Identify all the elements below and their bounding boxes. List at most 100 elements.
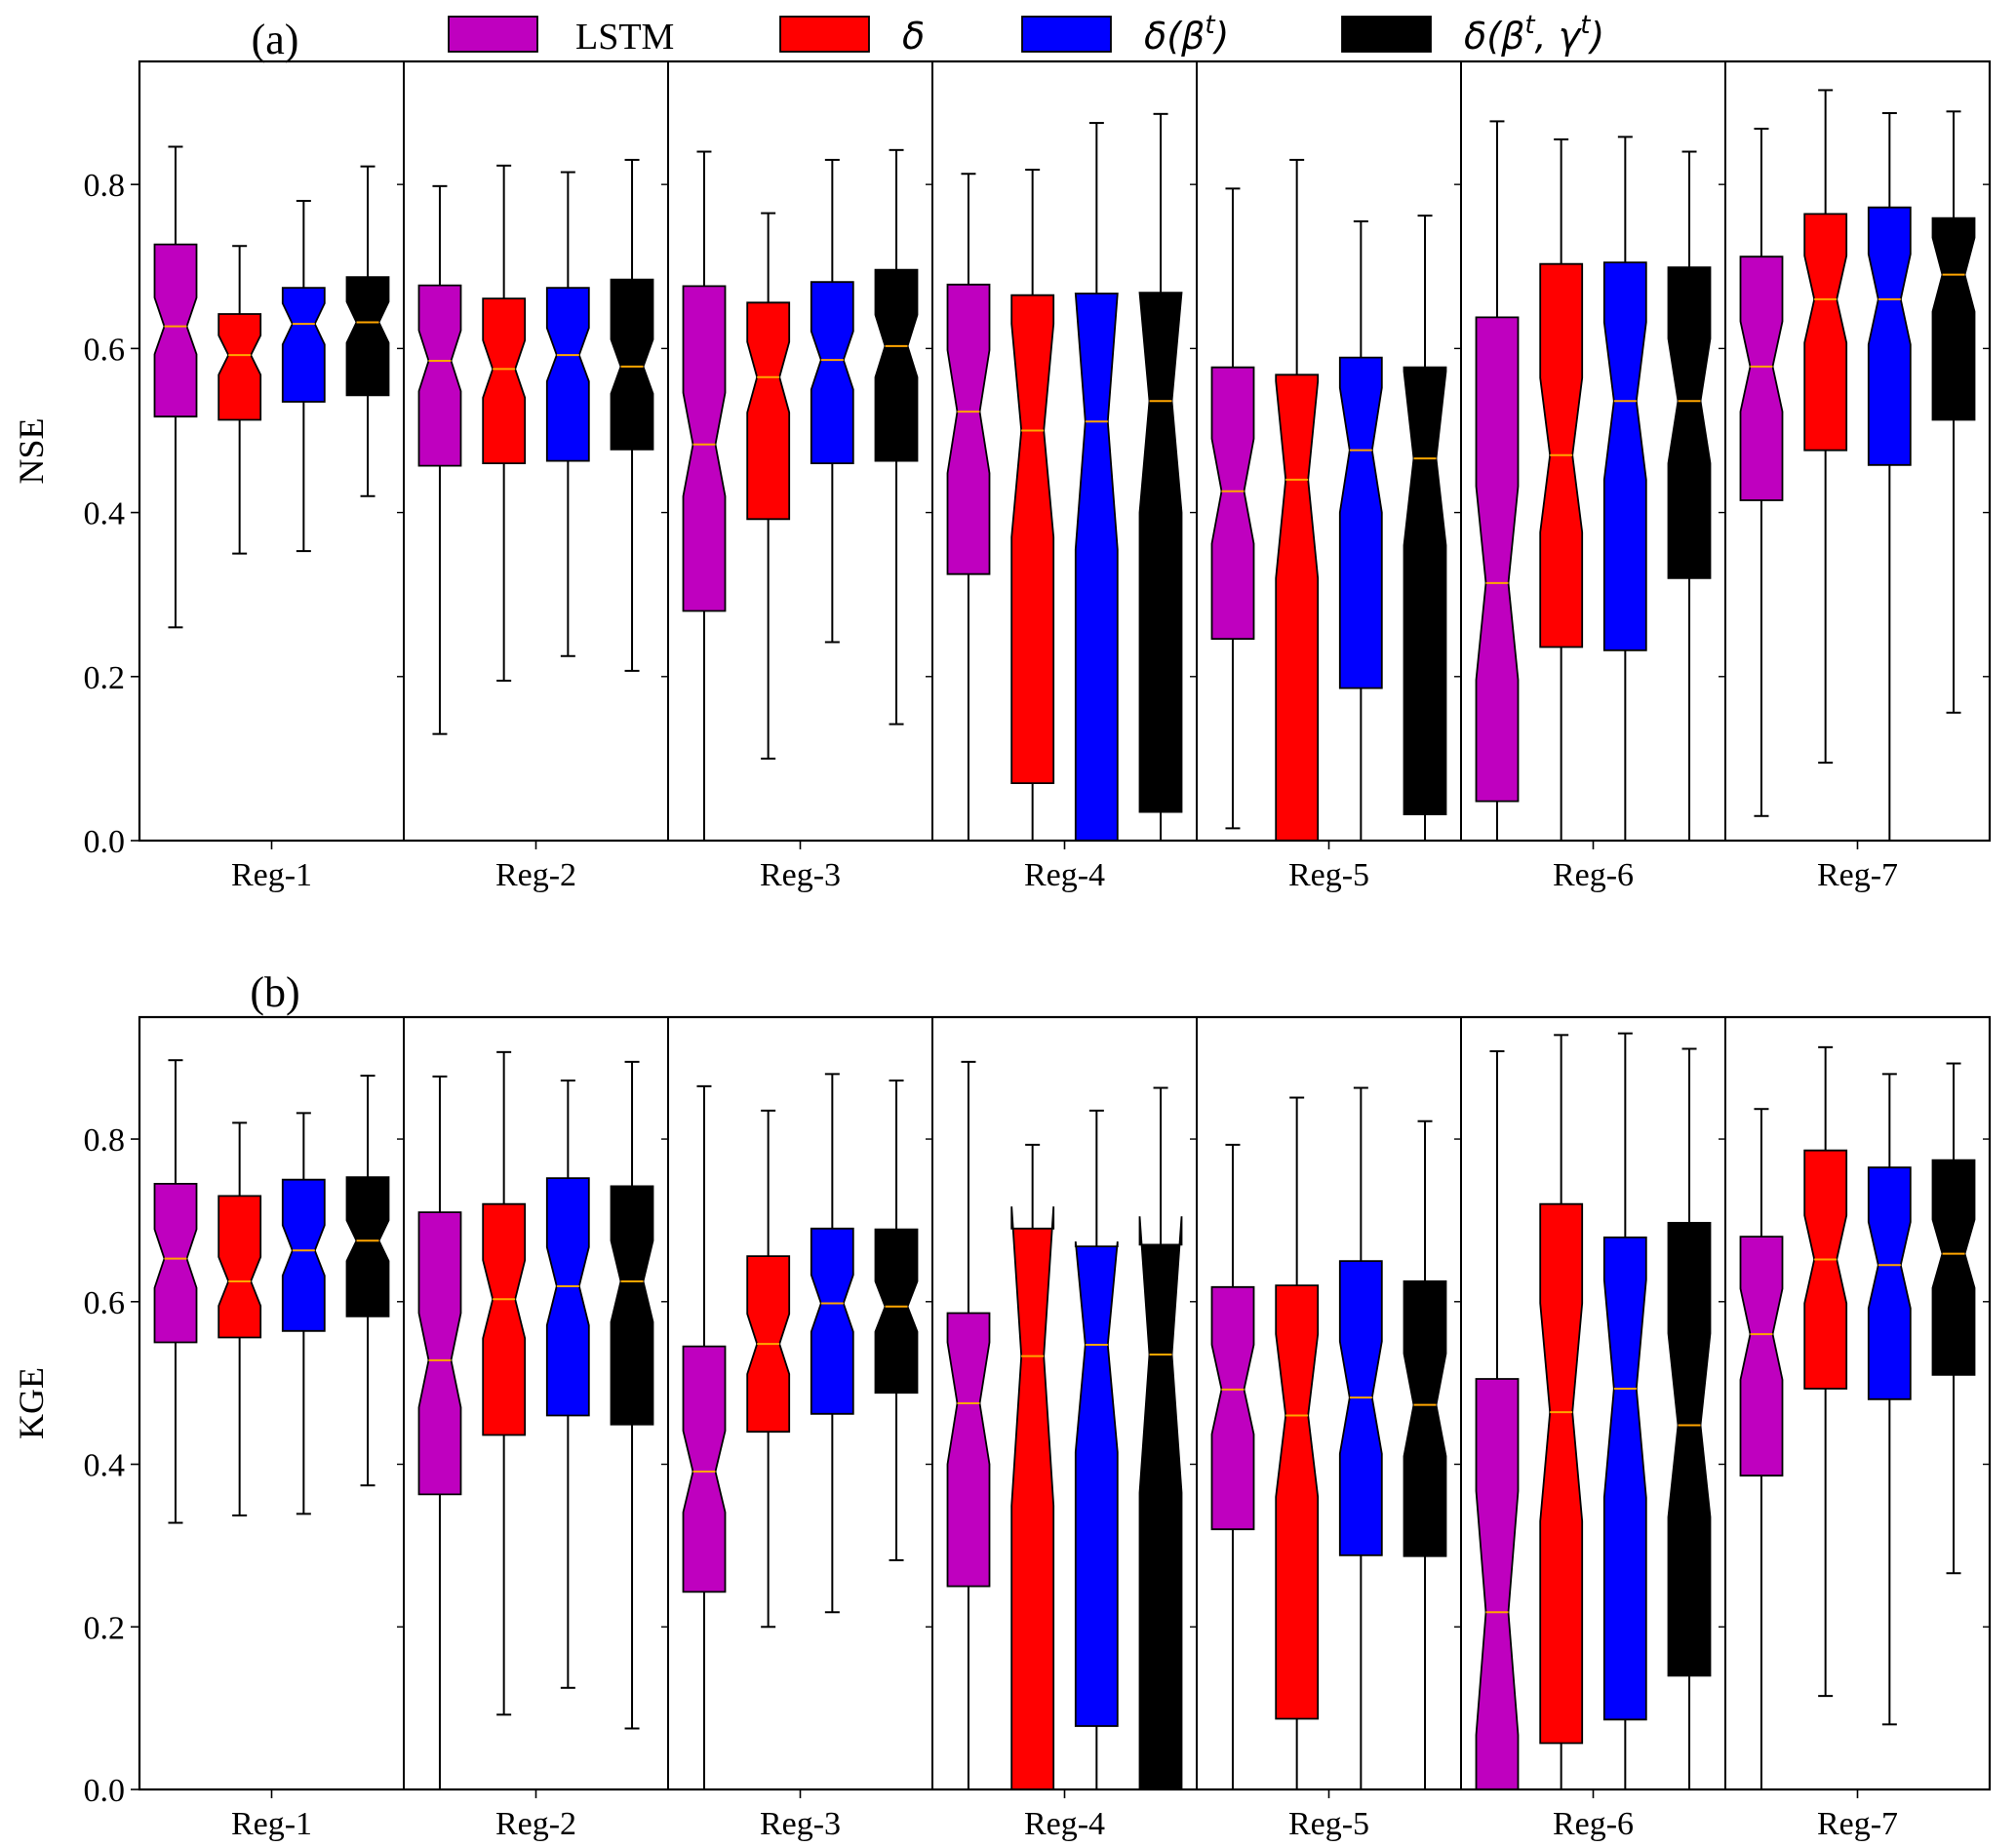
box-3 [1867, 1166, 1912, 1400]
box-2 [1275, 373, 1320, 842]
x-tick-label: Reg-5 [1288, 857, 1369, 893]
x-tick-label: Reg-2 [495, 1806, 576, 1842]
box-1 [1475, 1378, 1520, 1790]
legend-label: δ(βt, γt) [1464, 11, 1604, 58]
legend-label: δ [902, 15, 925, 58]
legend-swatch [1021, 16, 1112, 53]
legend-label-part: , γ [1535, 15, 1583, 58]
box-4 [1138, 1216, 1183, 1790]
panel-b-kge: (b) KGE 0.0 0.2 0.4 0.6 0.8 Reg-1 Reg-2 Reg-3 Reg-… [12, 968, 1992, 1842]
y-tick-label: 0.8 [84, 168, 126, 204]
legend-label: δ(βt) [1144, 11, 1229, 58]
box-1 [1210, 366, 1255, 640]
plot-frame [138, 59, 1992, 843]
box-3 [1338, 1260, 1383, 1556]
panel-label: (a) [252, 16, 299, 63]
box-2 [482, 1202, 527, 1436]
box-4 [1667, 266, 1712, 579]
box-1 [417, 284, 462, 467]
box-3 [545, 287, 590, 462]
box-3 [1602, 261, 1647, 651]
box-4 [1931, 216, 1976, 421]
legend-label-part: t [1580, 11, 1591, 40]
box-4 [1138, 292, 1183, 813]
y-tick-label: 0.4 [84, 1448, 126, 1484]
box-3 [545, 1177, 590, 1417]
box-1 [417, 1211, 462, 1496]
box-1 [1739, 255, 1784, 501]
legend-swatch [448, 16, 538, 53]
legend: LSTM δ δ(βt) δ(βt, γt) [448, 11, 1604, 58]
legend-label-part: t [1524, 11, 1535, 40]
box-3 [1074, 293, 1119, 842]
box-2 [1803, 213, 1848, 452]
box-1 [946, 1312, 991, 1588]
y-tick-label: 0.2 [84, 1610, 126, 1646]
box-1 [1210, 1285, 1255, 1531]
legend-label-part: δ(β [1464, 15, 1524, 58]
y-tick-label: 0.8 [84, 1122, 126, 1159]
y-tick-label: 0.4 [84, 496, 126, 532]
x-tick-label: Reg-6 [1553, 1806, 1634, 1842]
legend-label: LSTM [575, 17, 674, 58]
box-3 [1602, 1237, 1647, 1721]
box-2 [217, 313, 262, 421]
legend-swatch [1341, 16, 1432, 53]
box-1 [1739, 1236, 1784, 1477]
box-4 [874, 1228, 919, 1395]
x-tick-label: Reg-1 [231, 1806, 312, 1842]
box-3 [1074, 1241, 1119, 1727]
legend-swatch [779, 16, 870, 53]
box-1 [682, 1345, 727, 1593]
x-tick-label: Reg-3 [760, 1806, 841, 1842]
plot-frame [138, 1015, 1992, 1791]
box-2 [746, 301, 791, 521]
box-2 [482, 297, 527, 465]
legend-label-part: ) [1587, 15, 1604, 58]
box-1 [946, 283, 991, 575]
box-4 [610, 1185, 654, 1426]
box-1 [682, 285, 727, 612]
x-tick-label: Reg-2 [495, 857, 576, 893]
x-tick-label: Reg-1 [231, 857, 312, 893]
y-tick-label: 0.6 [84, 332, 126, 368]
box-4 [345, 276, 390, 397]
y-tick-label: 0.6 [84, 1285, 126, 1321]
box-4 [1931, 1159, 1976, 1376]
panel-a-nse: (a) NSE 0.0 0.2 0.4 0.6 0.8 Reg-1 Reg-2 Reg-3 Reg-… [12, 16, 1992, 893]
x-tick-label: Reg-5 [1288, 1806, 1369, 1842]
x-tick-label: Reg-7 [1817, 857, 1898, 893]
box-2 [1539, 1202, 1584, 1745]
box-1 [153, 243, 198, 418]
box-4 [1403, 366, 1447, 815]
box-2 [1010, 1206, 1055, 1790]
box-4 [610, 278, 654, 451]
box-4 [1667, 1222, 1712, 1677]
y-axis-label: KGE [12, 1367, 51, 1439]
box-4 [1403, 1280, 1447, 1557]
box-3 [810, 1227, 854, 1415]
box-3 [1867, 206, 1912, 466]
box-3 [1338, 356, 1383, 689]
box-2 [1803, 1149, 1848, 1390]
box-3 [281, 1178, 326, 1332]
box-1 [1475, 316, 1520, 803]
box-4 [345, 1176, 390, 1317]
x-tick-label: Reg-6 [1553, 857, 1634, 893]
x-tick-label: Reg-7 [1817, 1806, 1898, 1842]
x-tick-label: Reg-3 [760, 857, 841, 893]
box-3 [281, 287, 326, 403]
y-tick-label: 0.2 [84, 660, 126, 696]
y-tick-label: 0.0 [84, 824, 126, 860]
box-1 [153, 1183, 198, 1344]
box-4 [874, 268, 919, 462]
y-tick-label: 0.0 [84, 1773, 126, 1809]
legend-label-part: t [1205, 11, 1215, 40]
box-3 [810, 281, 854, 465]
legend-label-part: ) [1212, 15, 1230, 58]
panel-label: (b) [250, 968, 299, 1016]
x-tick-label: Reg-4 [1024, 857, 1105, 893]
legend-label-part: δ [902, 15, 925, 58]
box-2 [1010, 294, 1055, 784]
